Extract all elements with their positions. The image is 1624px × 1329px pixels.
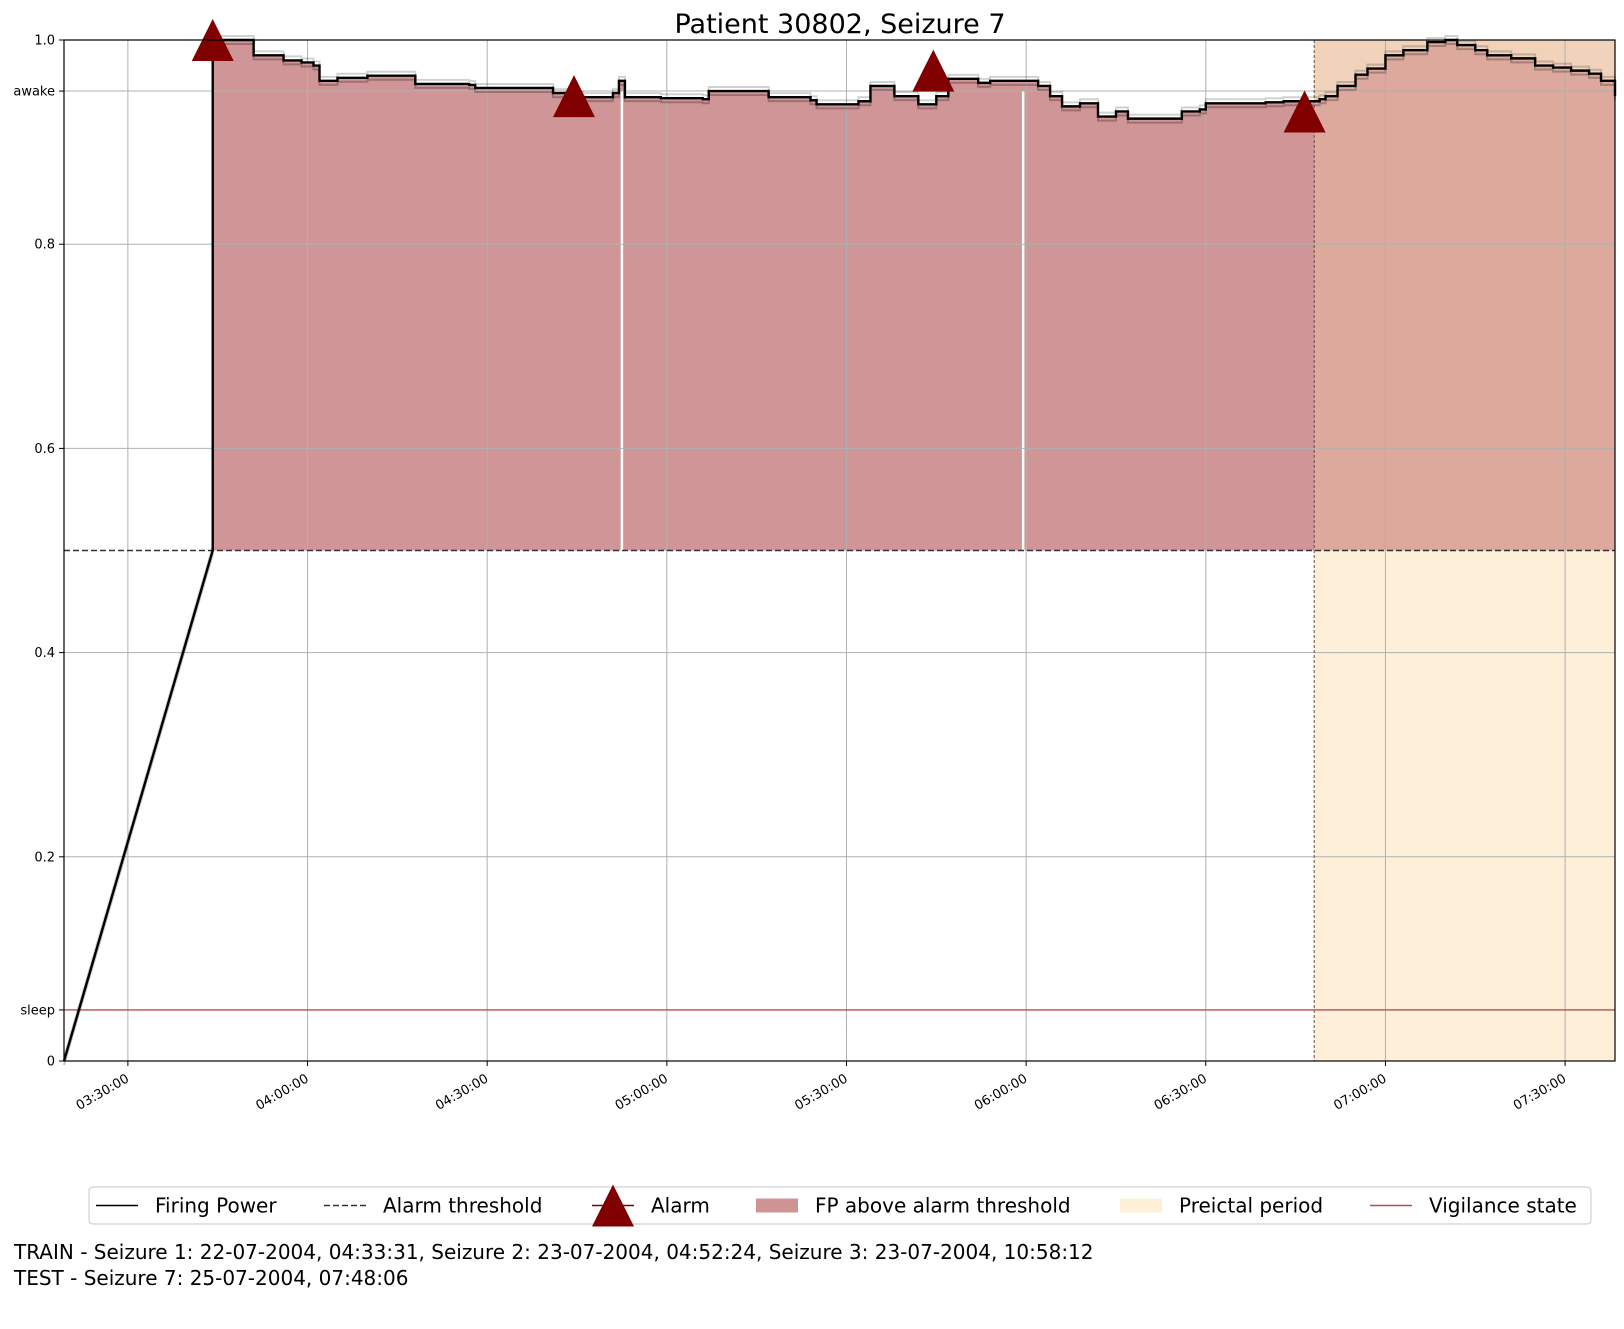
y-tick-label: 0.6 [34, 442, 55, 457]
legend-label: Alarm threshold [383, 1194, 542, 1218]
x-tick-label: 04:00:00 [253, 1071, 311, 1113]
x-tick-label: 07:00:00 [1331, 1071, 1389, 1113]
fp-preictal-overlap [1314, 40, 1615, 551]
y-tick-label: 0 [47, 1055, 55, 1070]
legend-label: FP above alarm threshold [815, 1194, 1071, 1218]
x-tick-label: 05:00:00 [613, 1071, 671, 1113]
legend-label: Alarm [651, 1194, 710, 1218]
alarm-marker [912, 49, 955, 92]
y-tick-label: 0.4 [34, 646, 55, 661]
x-tick-label: 05:30:00 [792, 1071, 850, 1113]
legend-handle-alarm-triangle [592, 1184, 634, 1227]
footer-train-info: TRAIN - Seizure 1: 22-07-2004, 04:33:31,… [14, 1240, 1094, 1264]
y-tick-label: 1.0 [34, 34, 55, 49]
fp-above-threshold-fill [212, 40, 1615, 551]
x-tick-label: 03:30:00 [74, 1071, 132, 1113]
firing-power-band-lower [63, 43, 1616, 1066]
chart-title: Patient 30802, Seizure 7 [674, 9, 1005, 40]
legend-label: Vigilance state [1429, 1194, 1577, 1218]
x-tick-label: 07:30:00 [1511, 1071, 1569, 1113]
y-tick-label: 0.8 [34, 238, 55, 253]
legend-label: Firing Power [155, 1194, 277, 1218]
legend-handle-preictal [1120, 1198, 1162, 1213]
alarm-marker [553, 75, 596, 118]
legend: Firing Power Alarm threshold Alarm FP above… [88, 1184, 1592, 1227]
axes-layer [63, 39, 1616, 1062]
x-tick-label: 06:30:00 [1152, 1071, 1210, 1113]
legend-box [88, 1186, 1592, 1225]
footer-test-info: TEST - Seizure 7: 25-07-2004, 07:48:06 [14, 1266, 409, 1290]
y-tick-label: sleep [20, 1003, 55, 1018]
firing-power-line [62, 38, 1617, 1062]
x-tick-label: 04:30:00 [433, 1071, 491, 1113]
y-tick-label: awake [13, 85, 55, 100]
legend-label: Preictal period [1179, 1194, 1323, 1218]
alarm-marker [1283, 90, 1326, 133]
x-tick-label: 06:00:00 [972, 1071, 1030, 1113]
line-layer [62, 19, 1617, 1066]
legend-handle-fp-fill [756, 1198, 798, 1213]
y-tick-label: 0.2 [34, 850, 55, 865]
plot-frame [63, 39, 1616, 1062]
